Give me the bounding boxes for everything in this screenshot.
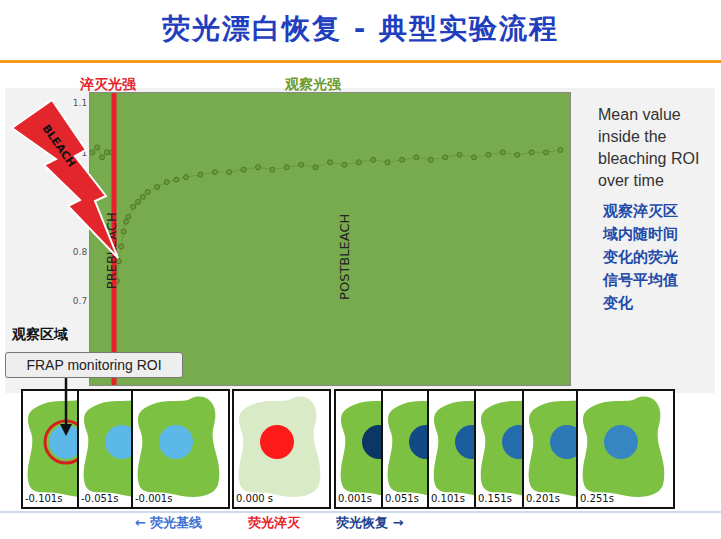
html-text:FRAP monitoring ROI: FRAP monitoring ROI bbox=[26, 357, 162, 373]
svg-text:0.7: 0.7 bbox=[73, 296, 87, 306]
html-text:观察区域: 观察区域 bbox=[12, 326, 68, 342]
svg-text:0.151s: 0.151s bbox=[478, 493, 512, 504]
html-text:淬灭光强: 淬灭光强 bbox=[80, 76, 136, 92]
svg-text:0.8: 0.8 bbox=[73, 247, 88, 257]
svg-text:PREBLEACH: PREBLEACH bbox=[104, 212, 119, 289]
svg-text:0.201s: 0.201s bbox=[526, 493, 560, 504]
svg-text:1: 1 bbox=[81, 148, 87, 158]
html-text:← 荧光基线: ← 荧光基线 bbox=[135, 515, 203, 530]
html-text:荧光恢复 →: 荧光恢复 → bbox=[336, 515, 404, 530]
svg-text:-0.051s: -0.051s bbox=[81, 493, 118, 504]
svg-text:1.1: 1.1 bbox=[73, 98, 87, 108]
svg-text:BLEACH: BLEACH bbox=[40, 122, 79, 169]
html-text:荧光漂白恢复 - 典型实验流程: 荧光漂白恢复 - 典型实验流程 bbox=[161, 12, 560, 45]
svg-text:0.251s: 0.251s bbox=[580, 493, 614, 504]
html-text:荧光淬灭: 荧光淬灭 bbox=[248, 515, 300, 530]
svg-text:0.101s: 0.101s bbox=[431, 493, 465, 504]
svg-text:POSTBLEACH: POSTBLEACH bbox=[337, 214, 352, 300]
svg-text:0.051s: 0.051s bbox=[385, 493, 419, 504]
svg-text:0.001s: 0.001s bbox=[338, 493, 372, 504]
html-text:Mean value inside the bleachin: Mean value inside the bleaching ROI over… bbox=[598, 106, 700, 189]
html-text:观察淬灭区域内随时间变化的荧光信号平均值变化: 观察淬灭区域内随时间变化的荧光信号平均值变化 bbox=[603, 202, 678, 312]
svg-text:-0.001s: -0.001s bbox=[135, 493, 172, 504]
html-text:观察光强: 观察光强 bbox=[285, 76, 341, 92]
svg-text:-0.101s: -0.101s bbox=[25, 493, 62, 504]
svg-text:0.000 s: 0.000 s bbox=[236, 493, 273, 504]
